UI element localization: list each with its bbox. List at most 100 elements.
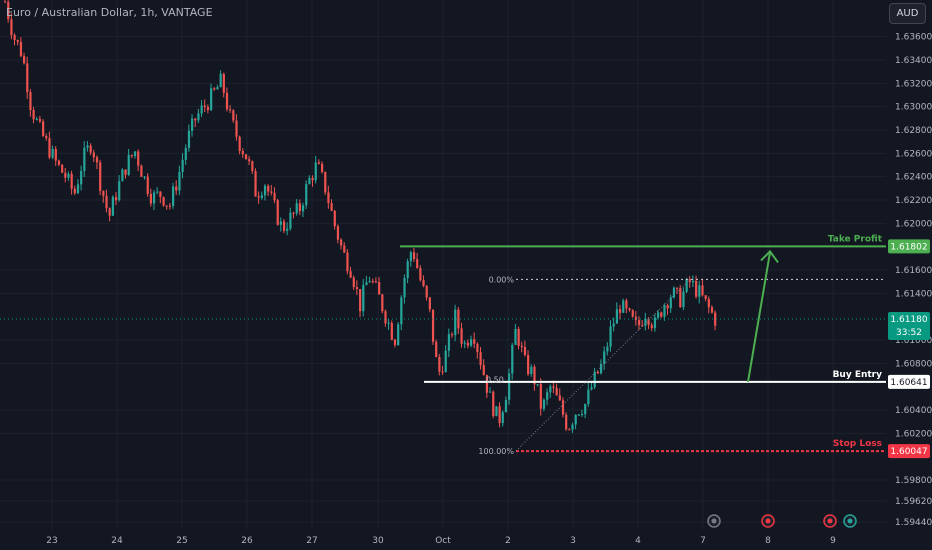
y-tick-label: 1.59620 [895, 497, 932, 507]
candle [482, 359, 485, 376]
candle [425, 285, 428, 301]
candle [32, 107, 35, 124]
candle [419, 265, 422, 282]
y-tick-label: 1.63600 [895, 33, 932, 43]
candle [352, 275, 355, 291]
candle [612, 317, 615, 332]
flag-event-icon[interactable] [823, 514, 837, 528]
candle [416, 252, 419, 269]
candle [631, 309, 634, 318]
candle [355, 280, 359, 296]
candle [422, 275, 425, 288]
candle [121, 168, 124, 182]
symbol-title: Euro / Australian Dollar, 1h, VANTAGE [6, 6, 213, 19]
candle [679, 285, 682, 308]
candle [571, 422, 574, 433]
candle [580, 409, 584, 417]
candle [666, 303, 669, 315]
candle [362, 279, 365, 317]
candle [527, 350, 530, 377]
candle [625, 298, 628, 314]
candle [463, 340, 466, 349]
candle [644, 312, 647, 331]
y-tick-label: 1.59440 [895, 518, 932, 528]
candle [593, 367, 596, 390]
candle [210, 83, 213, 112]
candle [473, 332, 476, 349]
flag-event-icon[interactable] [761, 514, 775, 528]
y-tick-label: 1.62200 [895, 196, 932, 206]
x-tick-label: 9 [830, 536, 836, 546]
time-axis[interactable]: 23 24 25 26 27 30 Oct 2 3 4 7 8 9 [46, 536, 836, 546]
candle [57, 159, 61, 167]
candle [682, 287, 685, 311]
candle [241, 148, 244, 158]
candle [263, 184, 267, 201]
candle [314, 155, 317, 184]
candle [257, 191, 260, 204]
candle [504, 396, 508, 413]
candle [38, 115, 42, 124]
buy-entry-price-tag: 1.60641 [888, 374, 930, 389]
candle [618, 304, 622, 320]
candle [54, 146, 57, 166]
candle [118, 175, 121, 202]
candle [599, 359, 603, 375]
levels-layer: Take Profit Buy Entry Stop Loss 0.00% 100.00… [0, 234, 886, 456]
candle [276, 198, 279, 226]
candle [485, 374, 489, 398]
x-tick-label: 25 [176, 536, 187, 546]
candle [197, 108, 200, 124]
target-arrow[interactable] [747, 252, 771, 383]
candle [159, 191, 162, 204]
candle [73, 185, 76, 196]
candle [29, 88, 32, 117]
candle [374, 277, 378, 283]
candle [584, 403, 587, 419]
candle [634, 311, 638, 326]
candle [191, 114, 194, 137]
x-tick-label: 4 [635, 536, 641, 546]
candle [587, 382, 590, 407]
take-profit-price-tag: 1.61802 [888, 239, 930, 254]
candle [438, 353, 441, 376]
lightning-icon[interactable] [707, 514, 721, 528]
candle [517, 326, 520, 350]
y-tick-label: 1.60200 [895, 429, 932, 439]
events-layer[interactable] [707, 514, 857, 528]
candle [530, 364, 533, 377]
candle [137, 149, 140, 172]
candle [435, 339, 438, 358]
candle [555, 383, 558, 396]
x-tick-label: 24 [111, 536, 123, 546]
svg-text:1.61180: 1.61180 [890, 315, 927, 325]
candle [495, 406, 498, 417]
currency-button[interactable]: AUD [889, 3, 926, 24]
candle [669, 294, 672, 313]
candle [672, 286, 676, 299]
y-tick-label: 1.62400 [895, 173, 932, 183]
candle [156, 187, 159, 195]
candle [577, 414, 580, 416]
candle [194, 118, 197, 128]
candle [308, 175, 311, 185]
candle [403, 274, 406, 304]
candle [431, 309, 435, 345]
y-tick-label: 1.60800 [895, 359, 932, 369]
candle [175, 180, 178, 196]
candle [606, 342, 609, 356]
candle [251, 160, 254, 174]
candle [327, 185, 330, 209]
candle [95, 155, 99, 170]
candle [213, 87, 216, 91]
candle [19, 37, 23, 58]
globe-event-icon[interactable] [843, 514, 857, 528]
candle [200, 100, 203, 117]
candle [254, 168, 257, 197]
price-axis[interactable]: 1.63600 1.63400 1.63200 1.63000 1.62800 1.626… [886, 0, 932, 530]
candle [203, 99, 206, 113]
candle [48, 131, 51, 160]
buy-entry-label: Buy Entry [833, 370, 883, 380]
candle [650, 322, 653, 332]
